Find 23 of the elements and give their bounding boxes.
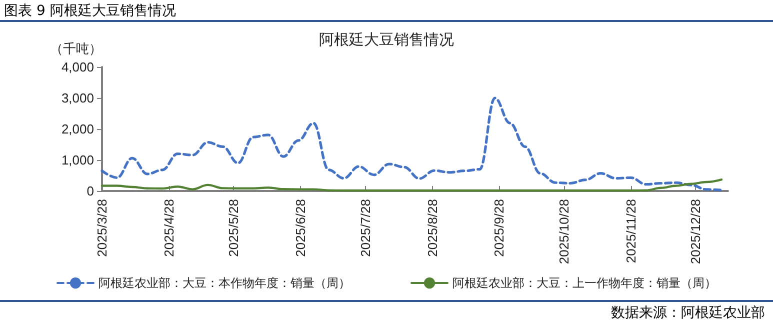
x-tick-label: 2025/10/28 — [556, 199, 572, 264]
source-note: 数据来源：阿根廷农业部 — [0, 300, 773, 325]
x-tick-label: 2025/4/28 — [161, 199, 176, 257]
line-series — [100, 96, 723, 192]
y-tick-label: 4,000 — [61, 60, 94, 74]
x-tick-label: 2025/9/28 — [492, 199, 507, 257]
x-tick-label: 2025/7/28 — [358, 199, 373, 257]
y-tick-label: 0 — [86, 184, 94, 198]
x-tick-label: 2025/8/28 — [424, 199, 440, 257]
y-tick-label: 2,000 — [61, 122, 94, 136]
line-series — [100, 178, 723, 192]
chart-title: 阿根廷大豆销售情况 — [319, 32, 454, 48]
x-tick-label: 2025/3/28 — [94, 199, 110, 257]
legend-label: 阿根廷农业部：大豆：本作物年度：销量（周） — [98, 276, 350, 290]
text: 图表 9 阿根廷大豆销售情况 — [0, 0, 773, 22]
x-tick-label: 2025/12/28 — [688, 199, 704, 264]
x-tick-label: 2025/5/28 — [226, 199, 242, 257]
y-tick-label: 3,000 — [61, 90, 94, 106]
legend-label: 阿根廷农业部：大豆：上一作物年度：销量（周） — [452, 276, 716, 290]
y-tick-label: 1,000 — [61, 152, 94, 168]
y-axis-title: （千吨） — [50, 41, 102, 56]
x-tick-label: 2025/6/28 — [293, 199, 308, 257]
x-tick-label: 2025/11/28 — [623, 199, 638, 264]
